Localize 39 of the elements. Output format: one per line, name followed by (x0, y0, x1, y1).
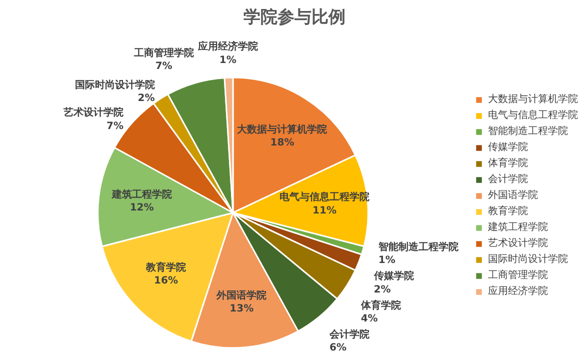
data-label: 6% (330, 342, 346, 354)
data-label: 7% (155, 61, 172, 72)
legend-label: 建筑工程学院 (488, 220, 548, 234)
slice-label: 工商管理学院 (132, 46, 194, 59)
chart-title: 学院参与比例 (244, 8, 346, 28)
data-label: 18% (270, 138, 294, 149)
slice-label: 建筑工程学院 (110, 188, 172, 200)
slice-label: 教育学院 (144, 261, 186, 274)
slice-label: 应用经济学院 (196, 40, 258, 53)
legend-label: 电气与信息工程学院 (488, 108, 578, 122)
legend-label: 大数据与计算机学院 (488, 92, 578, 106)
slice-label: 智能制造工程学院 (377, 241, 458, 254)
slice-label: 会计学院 (328, 328, 370, 340)
legend-label: 艺术设计学院 (488, 236, 548, 250)
legend-label: 体育学院 (488, 156, 528, 170)
data-label: 11% (312, 205, 336, 216)
data-label: 1% (378, 255, 396, 266)
slice-label: 外国语学院 (216, 289, 267, 302)
slice-label: 艺术设计学院 (62, 106, 124, 119)
legend-label: 工商管理学院 (488, 268, 548, 282)
data-label: 2% (374, 284, 391, 296)
legend-label: 国际时尚设计学院 (488, 252, 568, 266)
legend-label: 传媒学院 (488, 140, 528, 154)
data-label: 2% (138, 92, 155, 104)
legend-label: 外国语学院 (488, 188, 538, 202)
legend-label: 智能制造工程学院 (488, 124, 568, 138)
legend-label: 教育学院 (488, 204, 528, 218)
legend-label: 应用经济学院 (488, 284, 548, 298)
data-label: 7% (106, 120, 124, 132)
data-label: 4% (360, 314, 378, 325)
slice-label: 传媒学院 (372, 270, 414, 282)
data-label: 12% (130, 202, 154, 214)
legend-label: 会计学院 (488, 172, 528, 186)
slice-label: 大数据与计算机学院 (236, 124, 328, 136)
data-label: 16% (154, 276, 178, 287)
slice-label: 体育学院 (360, 299, 401, 312)
data-label: 13% (230, 304, 254, 315)
data-label: 1% (219, 54, 236, 66)
slice-label: 国际时尚设计学院 (74, 78, 155, 91)
